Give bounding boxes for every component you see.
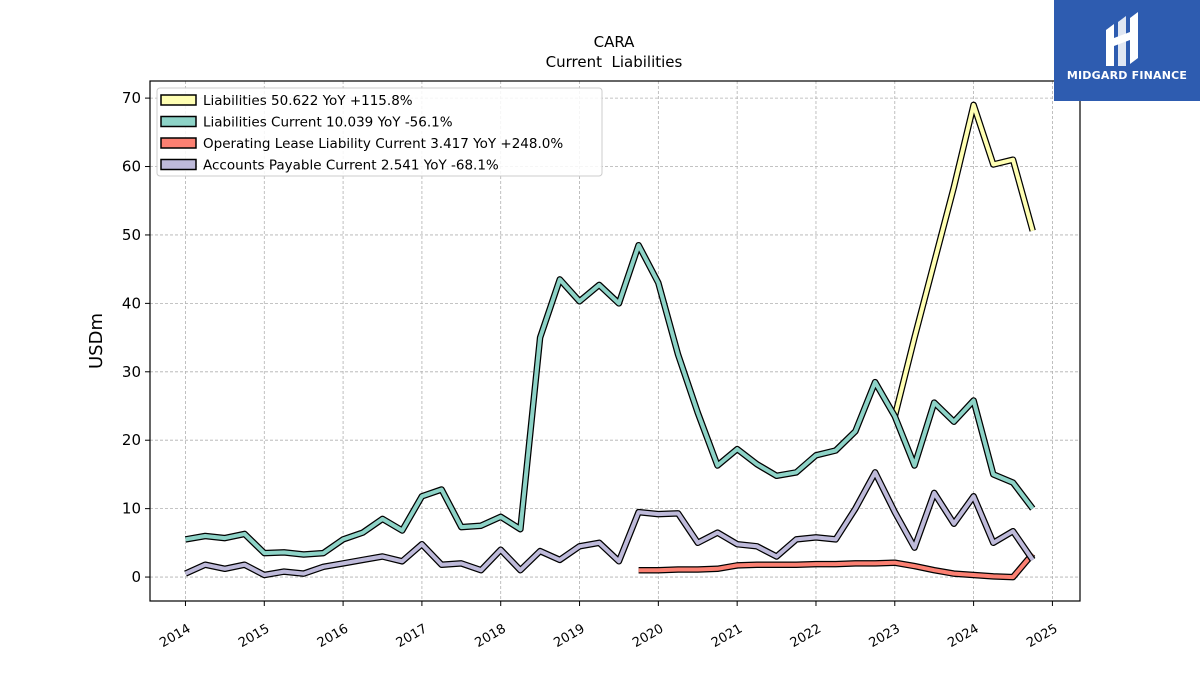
y-tick-label: 50 xyxy=(122,226,141,244)
chart-title: CARA xyxy=(594,33,636,51)
legend-label: Liabilities 50.622 YoY +115.8% xyxy=(203,93,413,109)
y-tick-label: 0 xyxy=(131,568,141,586)
y-tick-label: 10 xyxy=(122,500,141,518)
y-tick-label: 20 xyxy=(122,431,141,449)
legend-label: Accounts Payable Current 2.541 YoY -68.1… xyxy=(203,158,499,174)
y-tick-label: 70 xyxy=(122,89,141,107)
x-tick-label: 2020 xyxy=(630,621,666,651)
plot-frame xyxy=(149,80,1081,602)
y-axis-label: USDm xyxy=(86,313,107,369)
series-line-operating-lease-liability-current xyxy=(638,552,1035,580)
y-axis-ticks: 0 10 20 30 40 50 60 70 xyxy=(122,89,150,586)
logo-text: MIDGARD FINANCE xyxy=(1066,69,1188,82)
legend-label: Operating Lease Liability Current 3.417 … xyxy=(203,136,563,152)
legend-label: Liabilities Current 10.039 YoY -56.1% xyxy=(203,115,453,131)
x-tick-label: 2014 xyxy=(157,621,193,651)
x-tick-label: 2018 xyxy=(473,621,509,651)
series-line-liabilities-current xyxy=(185,243,1035,557)
x-tick-label: 2022 xyxy=(788,621,824,651)
x-tick-label: 2023 xyxy=(867,621,903,651)
y-tick-label: 60 xyxy=(122,158,141,176)
x-tick-label: 2016 xyxy=(315,621,351,651)
company-logo: MIDGARD FINANCE xyxy=(1054,0,1200,101)
y-tick-label: 30 xyxy=(122,363,141,381)
x-tick-label: 2021 xyxy=(709,621,745,651)
chart-subtitle: Current Liabilities xyxy=(546,53,683,71)
legend-swatch xyxy=(160,115,197,128)
series-line-accounts-payable-current xyxy=(184,470,1035,577)
legend-swatch xyxy=(160,158,197,171)
legend-swatch xyxy=(160,137,197,149)
legend: Liabilities 50.622 YoY +115.8% Liabilitie… xyxy=(156,87,603,177)
logo-mark-icon xyxy=(1106,12,1138,66)
series-group xyxy=(184,101,1036,581)
series-outline-accounts-payable-current xyxy=(184,469,1036,579)
y-tick-label: 40 xyxy=(122,294,141,312)
x-tick-label: 2015 xyxy=(236,621,272,651)
legend-box xyxy=(156,87,603,177)
x-tick-label: 2025 xyxy=(1024,621,1060,651)
x-tick-label: 2017 xyxy=(394,621,430,651)
x-axis-ticks: 2014 2015 2016 2017 2018 2019 2020 2021 2022 2023… xyxy=(157,601,1060,651)
series-line-liabilities xyxy=(892,102,1035,417)
x-tick-label: 2024 xyxy=(945,621,981,651)
legend-swatch xyxy=(160,94,197,106)
x-tick-label: 2019 xyxy=(551,621,587,651)
